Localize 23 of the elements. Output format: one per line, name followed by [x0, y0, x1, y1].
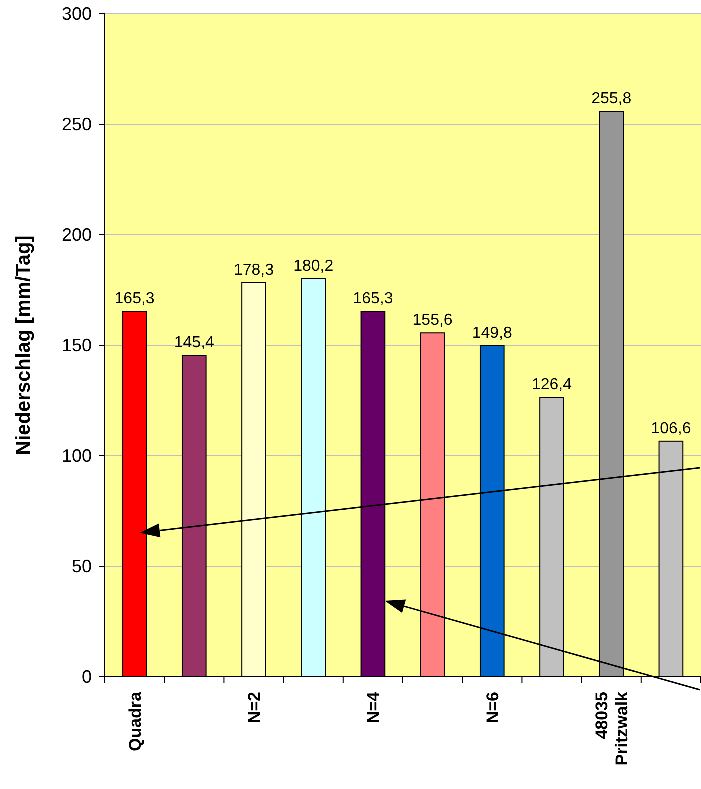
y-tick-label: 0 [82, 666, 92, 687]
data-label: 149,8 [472, 324, 513, 342]
y-tick-label: 200 [62, 224, 92, 245]
y-tick-label: 100 [62, 446, 92, 466]
y-tick-label: 150 [62, 335, 92, 356]
data-label: 126,4 [532, 376, 572, 394]
x-tick-label: 48035 Pritzwalk [592, 691, 632, 766]
data-label: 180,2 [294, 258, 334, 275]
x-tick-label: Quadra [126, 691, 145, 752]
y-tick-label: 250 [62, 114, 92, 134]
y-tick-label: 50 [72, 556, 92, 576]
data-label: 155,6 [412, 312, 453, 330]
y-tick-label: 300 [62, 4, 92, 24]
data-label: 255,8 [592, 90, 632, 108]
data-label: 145,4 [174, 334, 215, 352]
data-label: 178,3 [234, 262, 274, 279]
data-label: 106,6 [651, 420, 692, 438]
x-tick-label: N=2 [244, 692, 264, 724]
x-tick-label: N=6 [483, 692, 502, 724]
y-axis-title: Niederschlag [mm/Tag] [13, 236, 35, 456]
x-tick-label: N=4 [364, 691, 384, 724]
data-label: 165,3 [353, 290, 394, 308]
data-label: 165,3 [114, 290, 155, 308]
